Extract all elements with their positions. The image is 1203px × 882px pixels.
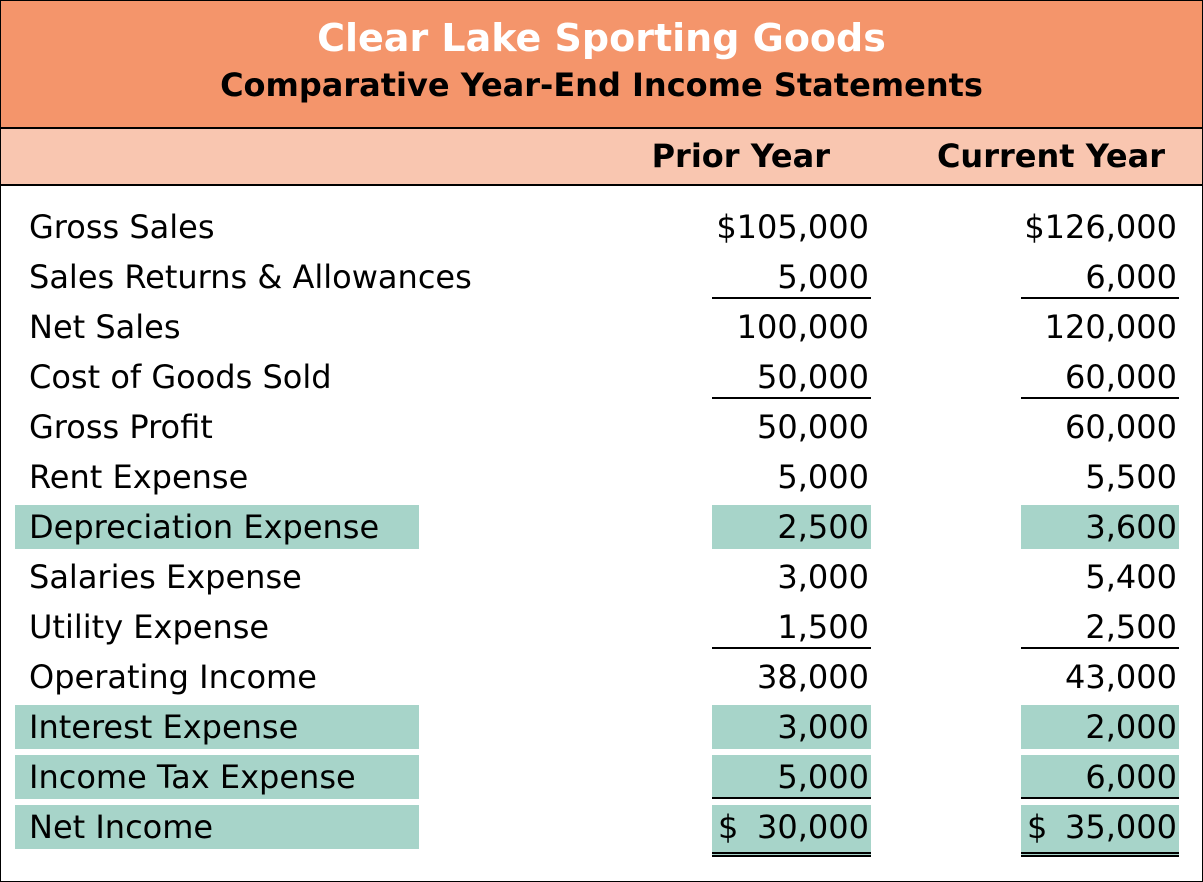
prior-year-header: Prior Year: [651, 137, 830, 175]
row-label: Net Sales: [29, 308, 181, 346]
row-label: Interest Expense: [15, 705, 419, 749]
current-value: 60,000: [1021, 355, 1179, 399]
current-value: 43,000: [1065, 658, 1177, 696]
row-salaries-expense: Salaries Expense 3,000 5,400: [1, 555, 1202, 601]
current-value: 6,000: [1021, 755, 1179, 799]
row-rent-expense: Rent Expense 5,000 5,500: [1, 455, 1202, 501]
prior-value: 30,000: [757, 808, 869, 846]
row-label: Salaries Expense: [29, 558, 302, 596]
prior-value: $105,000: [716, 208, 869, 246]
row-label: Sales Returns & Allowances: [29, 258, 472, 296]
row-label: Operating Income: [29, 658, 317, 696]
prior-value: 2,500: [712, 505, 871, 549]
current-value: 2,500: [1021, 605, 1179, 649]
row-label: Depreciation Expense: [15, 505, 419, 549]
prior-total: $ 30,000: [712, 805, 871, 857]
prior-value: 3,000: [712, 705, 871, 749]
current-value: 120,000: [1044, 308, 1177, 346]
row-label: Income Tax Expense: [15, 755, 419, 799]
prior-value: 50,000: [757, 408, 869, 446]
row-net-income: Net Income $ 30,000 $ 35,000: [1, 805, 1202, 857]
row-label: Gross Profit: [29, 408, 213, 446]
row-label: Cost of Goods Sold: [29, 358, 332, 396]
row-net-sales: Net Sales 100,000 120,000: [1, 305, 1202, 351]
row-cost-of-goods-sold: Cost of Goods Sold 50,000 60,000: [1, 355, 1202, 401]
prior-value: 5,000: [712, 755, 871, 799]
row-sales-returns: Sales Returns & Allowances 5,000 6,000: [1, 255, 1202, 301]
prior-value: 100,000: [736, 308, 869, 346]
statement-body: Gross Sales $105,000 $126,000 Sales Retu…: [1, 201, 1202, 881]
company-name: Clear Lake Sporting Goods: [317, 16, 886, 60]
current-value: 5,500: [1085, 458, 1177, 496]
row-operating-income: Operating Income 38,000 43,000: [1, 655, 1202, 701]
row-gross-profit: Gross Profit 50,000 60,000: [1, 405, 1202, 451]
prior-value: 1,500: [712, 605, 871, 649]
current-value: 6,000: [1021, 255, 1179, 299]
prior-value: 50,000: [712, 355, 871, 399]
prior-dollar-sign: $: [718, 808, 739, 846]
row-income-tax-expense: Income Tax Expense 5,000 6,000: [1, 755, 1202, 801]
row-interest-expense: Interest Expense 3,000 2,000: [1, 705, 1202, 751]
current-total: $ 35,000: [1021, 805, 1179, 857]
current-value: 35,000: [1065, 808, 1177, 846]
current-year-header: Current Year: [936, 137, 1165, 175]
current-dollar-sign: $: [1027, 808, 1048, 846]
row-label: Utility Expense: [29, 608, 270, 646]
title-bar: Clear Lake Sporting Goods Comparative Ye…: [1, 1, 1202, 129]
row-label: Net Income: [15, 805, 419, 849]
row-gross-sales: Gross Sales $105,000 $126,000: [1, 205, 1202, 251]
row-utility-expense: Utility Expense 1,500 2,500: [1, 605, 1202, 651]
statement-subtitle: Comparative Year-End Income Statements: [220, 66, 983, 104]
current-value: 5,400: [1085, 558, 1177, 596]
prior-value: 5,000: [712, 255, 871, 299]
row-depreciation-expense: Depreciation Expense 2,500 3,600: [1, 505, 1202, 551]
current-value: 60,000: [1065, 408, 1177, 446]
current-value: $126,000: [1024, 208, 1177, 246]
prior-value: 3,000: [777, 558, 869, 596]
row-label: Rent Expense: [29, 458, 249, 496]
column-header-row: Prior Year Current Year: [1, 129, 1202, 186]
prior-value: 38,000: [757, 658, 869, 696]
current-value: 3,600: [1021, 505, 1179, 549]
row-label: Gross Sales: [29, 208, 215, 246]
prior-value: 5,000: [777, 458, 869, 496]
current-value: 2,000: [1021, 705, 1179, 749]
